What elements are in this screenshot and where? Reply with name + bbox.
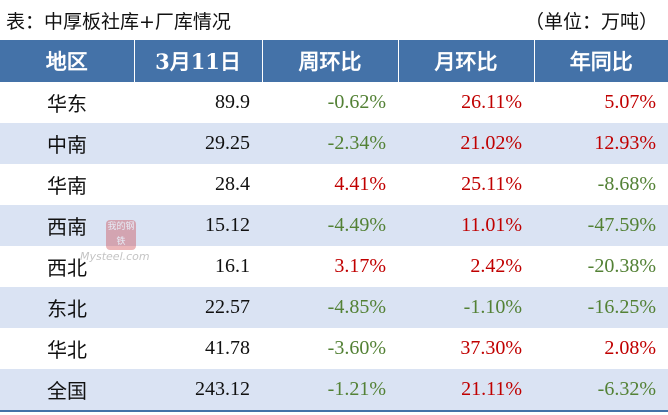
cell-wow: -1.21% (262, 369, 398, 412)
cell-value: 29.25 (134, 123, 262, 164)
cell-value: 16.1 (134, 246, 262, 287)
table-row: 中南 29.25 -2.34% 21.02% 12.93% (0, 123, 668, 164)
cell-region: 西南 (0, 205, 134, 246)
cell-wow: 4.41% (262, 164, 398, 205)
header-mom: 月环比 (397, 40, 534, 82)
table-row: 全国 243.12 -1.21% 21.11% -6.32% (0, 369, 668, 412)
table-row: 西南 15.12 -4.49% 11.01% -47.59% (0, 205, 668, 246)
cell-value: 15.12 (134, 205, 262, 246)
cell-region: 华北 (0, 328, 134, 369)
table-row: 华北 41.78 -3.60% 37.30% 2.08% (0, 328, 668, 369)
cell-wow: 3.17% (262, 246, 398, 287)
cell-mom: 26.11% (398, 82, 534, 123)
cell-yoy: -20.38% (534, 246, 668, 287)
cell-mom: -1.10% (398, 287, 534, 328)
header-yoy: 年同比 (533, 40, 668, 82)
cell-wow: -3.60% (262, 328, 398, 369)
header-row: 地区 3月11日 周环比 月环比 年同比 (0, 40, 668, 82)
cell-region: 华南 (0, 164, 134, 205)
cell-value: 22.57 (134, 287, 262, 328)
mysteel-logo-icon: 我的钢铁 (106, 220, 136, 250)
cell-mom: 21.11% (398, 369, 534, 412)
cell-region: 西北 (0, 246, 134, 287)
cell-value: 28.4 (134, 164, 262, 205)
cell-region: 中南 (0, 123, 134, 164)
cell-value: 89.9 (134, 82, 262, 123)
cell-yoy: 2.08% (534, 328, 668, 369)
cell-mom: 37.30% (398, 328, 534, 369)
table-row: 华东 89.9 -0.62% 26.11% 5.07% (0, 82, 668, 123)
table-caption: 表：中厚板社库+厂库情况 （单位：万吨） (0, 0, 668, 40)
cell-wow: -4.49% (262, 205, 398, 246)
table-title: 表：中厚板社库+厂库情况 (6, 11, 231, 33)
header-wow: 周环比 (261, 40, 398, 82)
cell-wow: -0.62% (262, 82, 398, 123)
header-date: 3月11日 (133, 40, 262, 82)
table-row: 东北 22.57 -4.85% -1.10% -16.25% (0, 287, 668, 328)
cell-wow: -4.85% (262, 287, 398, 328)
inventory-table: 地区 3月11日 周环比 月环比 年同比 华东 89.9 -0.62% 26.1… (0, 40, 668, 412)
cell-region: 华东 (0, 82, 134, 123)
unit-label: （单位：万吨） (524, 11, 658, 33)
cell-yoy: -8.68% (534, 164, 668, 205)
header-region: 地区 (0, 40, 134, 82)
cell-yoy: 12.93% (534, 123, 668, 164)
cell-yoy: -6.32% (534, 369, 668, 412)
cell-mom: 25.11% (398, 164, 534, 205)
cell-region: 全国 (0, 369, 134, 412)
cell-yoy: -47.59% (534, 205, 668, 246)
cell-region: 东北 (0, 287, 134, 328)
cell-mom: 11.01% (398, 205, 534, 246)
watermark-text: Mysteel.com (80, 250, 150, 263)
watermark: 我的钢铁 Mysteel.com (80, 220, 160, 270)
table-row: 西北 16.1 3.17% 2.42% -20.38% (0, 246, 668, 287)
cell-yoy: -16.25% (534, 287, 668, 328)
cell-mom: 2.42% (398, 246, 534, 287)
cell-wow: -2.34% (262, 123, 398, 164)
cell-yoy: 5.07% (534, 82, 668, 123)
cell-value: 41.78 (134, 328, 262, 369)
cell-mom: 21.02% (398, 123, 534, 164)
cell-value: 243.12 (134, 369, 262, 412)
table-row: 华南 28.4 4.41% 25.11% -8.68% (0, 164, 668, 205)
